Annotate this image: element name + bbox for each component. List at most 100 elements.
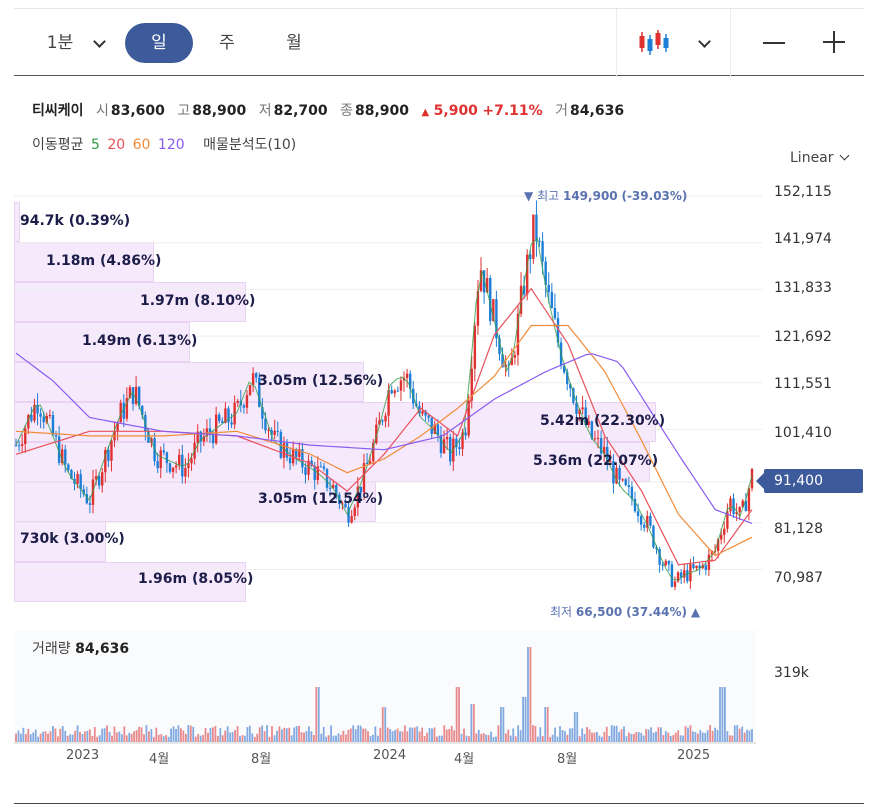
volume-bar <box>135 730 138 742</box>
candle-body <box>45 415 48 423</box>
volume-profile-label: 3.05m (12.54%) <box>258 491 384 507</box>
candle-body <box>119 402 122 423</box>
volume-bar <box>271 726 273 742</box>
volume-bar <box>701 732 704 742</box>
candle-body <box>430 417 433 434</box>
volume-bar <box>487 735 490 742</box>
volume-bar <box>423 735 426 742</box>
volume-bar <box>364 728 367 742</box>
volume-bar <box>600 736 603 742</box>
candlestick-icon[interactable] <box>638 27 670 57</box>
ma-label[interactable]: 이동평균 <box>32 137 84 153</box>
x-axis-label: 4월 <box>454 752 475 767</box>
volume-bar <box>684 726 687 742</box>
candle-body <box>39 413 42 417</box>
candle-body <box>750 469 754 489</box>
candle-body <box>692 564 695 569</box>
period-month[interactable]: 월 <box>286 33 302 53</box>
volume-bar <box>399 731 401 742</box>
candle-body <box>621 479 624 481</box>
volume-bar <box>593 732 596 742</box>
volume-bar <box>69 734 72 742</box>
plus-icon[interactable] <box>822 30 846 54</box>
volume-panel-title: 거래량 84,636 <box>32 638 129 658</box>
volume-bar <box>113 726 116 742</box>
volume-bar <box>504 733 507 742</box>
volume-bar <box>618 731 620 742</box>
candle-body <box>541 241 544 262</box>
candle-body <box>104 449 107 473</box>
volume-bar <box>519 730 522 742</box>
candle-body <box>30 414 33 421</box>
volume-bar <box>108 731 111 742</box>
volume-bar <box>231 731 234 742</box>
volume-bar <box>303 732 305 742</box>
volume-bar <box>357 725 360 742</box>
volume-bar <box>384 707 387 742</box>
volume-bar <box>532 725 534 742</box>
scale-dropdown[interactable]: Linear <box>790 150 850 166</box>
volume-bar <box>133 731 136 742</box>
volume-bar <box>66 735 69 742</box>
candle-body <box>652 525 655 548</box>
volume-bar <box>692 731 694 742</box>
high-marker-label: 최고 <box>537 189 560 203</box>
volume-bar <box>322 726 325 742</box>
volume-bar <box>236 726 239 742</box>
volume-bar <box>445 729 448 742</box>
volume-bar <box>534 726 537 742</box>
candle-body <box>48 414 52 416</box>
volume-bar <box>74 730 76 742</box>
volume-profile-label[interactable]: 매물분석도(10) <box>203 137 297 153</box>
volume-bar <box>335 735 337 742</box>
volume-bar <box>453 730 456 742</box>
volume-bar <box>359 725 362 742</box>
candle-body <box>125 398 129 419</box>
candle-body <box>584 407 587 425</box>
volume-bar <box>490 731 492 742</box>
volume-bar <box>17 730 20 742</box>
volume-bar <box>677 730 680 742</box>
candle-body <box>501 354 504 368</box>
candle-body <box>720 534 723 540</box>
volume-bar <box>404 725 406 742</box>
candle-body <box>538 240 541 242</box>
candle-body <box>442 439 446 454</box>
candle-body <box>735 512 738 515</box>
volume-bar <box>376 735 379 742</box>
high-marker-value: 149,900 <box>562 189 618 203</box>
candle-body <box>211 434 215 444</box>
volume-bar <box>539 727 542 742</box>
volume-bar <box>224 730 227 742</box>
volume-bar <box>130 733 133 742</box>
candle-body <box>602 446 606 454</box>
candle-body <box>596 438 600 440</box>
candle-body <box>630 486 634 499</box>
period-week[interactable]: 주 <box>219 33 235 53</box>
volume-bar <box>138 726 140 742</box>
volume-bar <box>192 726 195 742</box>
candle-body <box>319 466 323 468</box>
volume-bar <box>125 735 128 742</box>
volume-bar <box>276 730 278 742</box>
candle-body <box>298 449 301 458</box>
volume-bar <box>27 728 30 742</box>
volume-bar <box>632 733 635 742</box>
candle-body <box>609 461 612 463</box>
volume-bar <box>283 727 286 742</box>
period-1min[interactable]: 1분 <box>46 33 74 53</box>
candle-body <box>723 528 726 535</box>
volume-bar <box>682 735 684 742</box>
candle-body <box>261 406 264 419</box>
candle-body <box>695 565 698 569</box>
volume-bar <box>716 729 719 742</box>
volume-bar <box>268 736 271 742</box>
volume-bar <box>123 726 126 742</box>
volume-profile-bar <box>14 442 650 482</box>
candle-body <box>575 402 578 414</box>
period-day[interactable]: 일 <box>125 23 193 63</box>
minus-icon[interactable] <box>762 31 786 55</box>
volume-bar <box>251 733 254 742</box>
volume-bar <box>669 735 672 742</box>
